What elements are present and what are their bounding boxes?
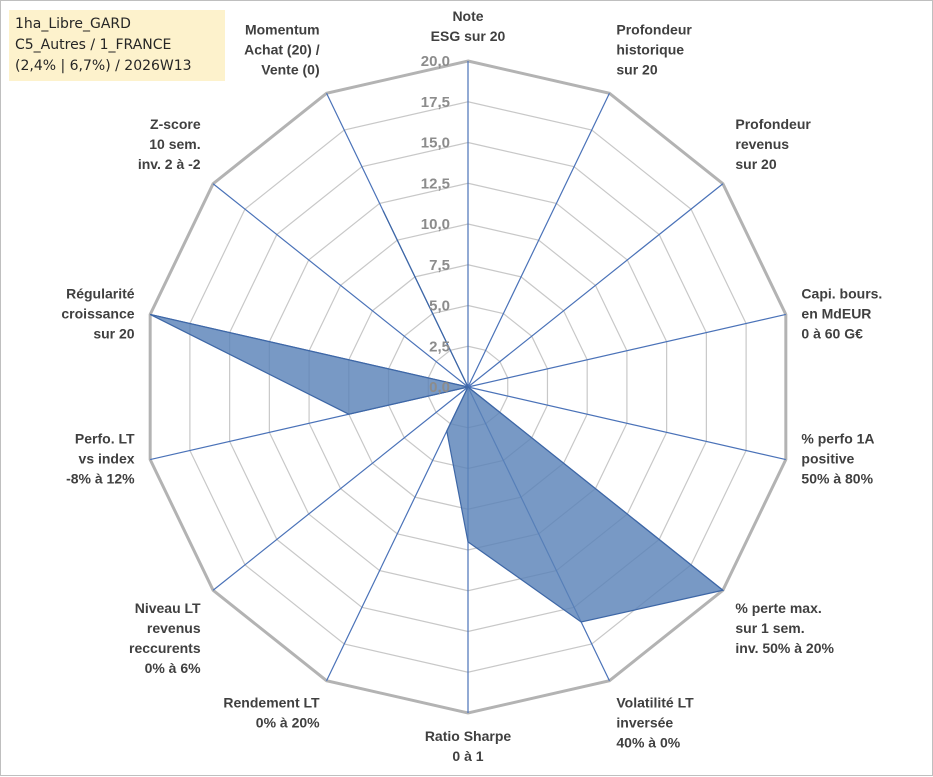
category-label-line: Régularité [66, 285, 135, 301]
category-label-line: inv. 2 à -2 [138, 156, 201, 172]
category-label-line: Volatilité LT [616, 694, 694, 710]
category-label-line: positive [801, 451, 854, 467]
tick-label: 20,0 [421, 53, 450, 70]
category-label-line: 0 à 1 [452, 748, 483, 764]
tick-label: 2,5 [429, 338, 450, 355]
category-label: Volatilité LT inversée 40% à 0% [616, 694, 694, 750]
tick-label: 17,5 [421, 94, 450, 111]
category-label-line: 40% à 0% [616, 734, 680, 750]
category-label-line: 10 sem. [149, 136, 200, 152]
category-label-line: 0% à 6% [145, 660, 202, 676]
category-label: Ratio Sharpe 0 à 1 [425, 728, 512, 764]
category-label: Profondeur revenus sur 20 [735, 116, 811, 172]
category-label-line: sur 1 sem. [735, 620, 804, 636]
category-label-line: en MdEUR [801, 305, 871, 321]
category-label-line: Profondeur [616, 22, 692, 38]
category-label: Rendement LT 0% à 20% [223, 694, 320, 730]
spoke-line [467, 313, 786, 388]
category-label-line: Z-score [150, 116, 201, 132]
category-label-line: Ratio Sharpe [425, 728, 512, 744]
category-label: Z-score 10 sem. inv. 2 à -2 [138, 116, 201, 172]
tick-label: 15,0 [421, 135, 450, 152]
category-label-line: Note [452, 8, 483, 24]
category-label: Momentum Achat (20) / Vente (0) [244, 22, 320, 78]
category-label-line: 0 à 60 G€ [801, 325, 863, 341]
tick-label: 5,0 [429, 298, 450, 315]
category-label-line: ESG sur 20 [431, 28, 506, 44]
category-label-line: revenus [147, 620, 201, 636]
tick-label: 10,0 [421, 216, 450, 233]
category-label-line: sur 20 [93, 325, 134, 341]
category-label-line: -8% à 12% [66, 471, 135, 487]
category-label-line: Niveau LT [135, 600, 201, 616]
category-labels: Note ESG sur 20 Profondeur historique sur 20… [61, 8, 882, 764]
tick-label: 0,0 [429, 379, 450, 396]
category-label-line: Achat (20) / [244, 42, 320, 58]
category-label-line: Capi. bours. [801, 285, 882, 301]
category-label-line: Vente (0) [261, 62, 319, 78]
info-line-1: 1ha_Libre_GARD [15, 16, 131, 32]
category-label-line: Momentum [245, 22, 320, 38]
category-label: Note ESG sur 20 [431, 8, 506, 44]
category-label-line: inversée [616, 714, 673, 730]
category-label-line: Rendement LT [223, 694, 320, 710]
category-label-line: Perfo. LT [75, 431, 135, 447]
category-label-line: 0% à 20% [256, 714, 320, 730]
category-label-line: reccurents [129, 640, 201, 656]
spoke-line [212, 183, 469, 388]
info-line-2: C5_Autres / 1_FRANCE [15, 37, 172, 53]
spoke-line [467, 183, 724, 388]
category-label: Perfo. LT vs index -8% à 12% [66, 431, 135, 487]
category-label-line: 50% à 80% [801, 471, 873, 487]
spoke-line [212, 386, 469, 591]
category-label-line: % perfo 1A [801, 431, 874, 447]
category-label: % perte max. sur 1 sem. inv. 50% à 20% [735, 600, 834, 656]
category-label-line: vs index [79, 451, 135, 467]
category-label-line: inv. 50% à 20% [735, 640, 834, 656]
category-label-line: Profondeur [735, 116, 811, 132]
spoke-line [467, 93, 610, 388]
category-label: % perfo 1A positive 50% à 80% [801, 431, 874, 487]
tick-label: 12,5 [421, 175, 450, 192]
category-label-line: croissance [61, 305, 134, 321]
tick-label: 7,5 [429, 257, 450, 274]
tick-labels: 0,0 2,5 5,0 7,5 10,0 12,5 15,0 17,5 20,0 [421, 53, 450, 396]
info-box: 1ha_Libre_GARD C5_Autres / 1_FRANCE (2,4… [9, 10, 225, 81]
data-area-group [149, 210, 725, 623]
category-label-line: revenus [735, 136, 789, 152]
category-label-line: sur 20 [616, 62, 657, 78]
category-label-line: % perte max. [735, 600, 821, 616]
data-area [149, 210, 725, 623]
spoke-line [326, 386, 469, 681]
category-label: Profondeur historique sur 20 [616, 22, 692, 78]
category-label-line: historique [616, 42, 684, 58]
info-line-3: (2,4% | 6,7%) / 2026W13 [15, 58, 192, 74]
spoke-line [467, 386, 786, 461]
category-label-line: sur 20 [735, 156, 776, 172]
category-label: Capi. bours. en MdEUR 0 à 60 G€ [801, 285, 882, 341]
category-label: Niveau LT revenus reccurents 0% à 6% [129, 600, 201, 676]
category-label: Régularité croissance sur 20 [61, 285, 134, 341]
